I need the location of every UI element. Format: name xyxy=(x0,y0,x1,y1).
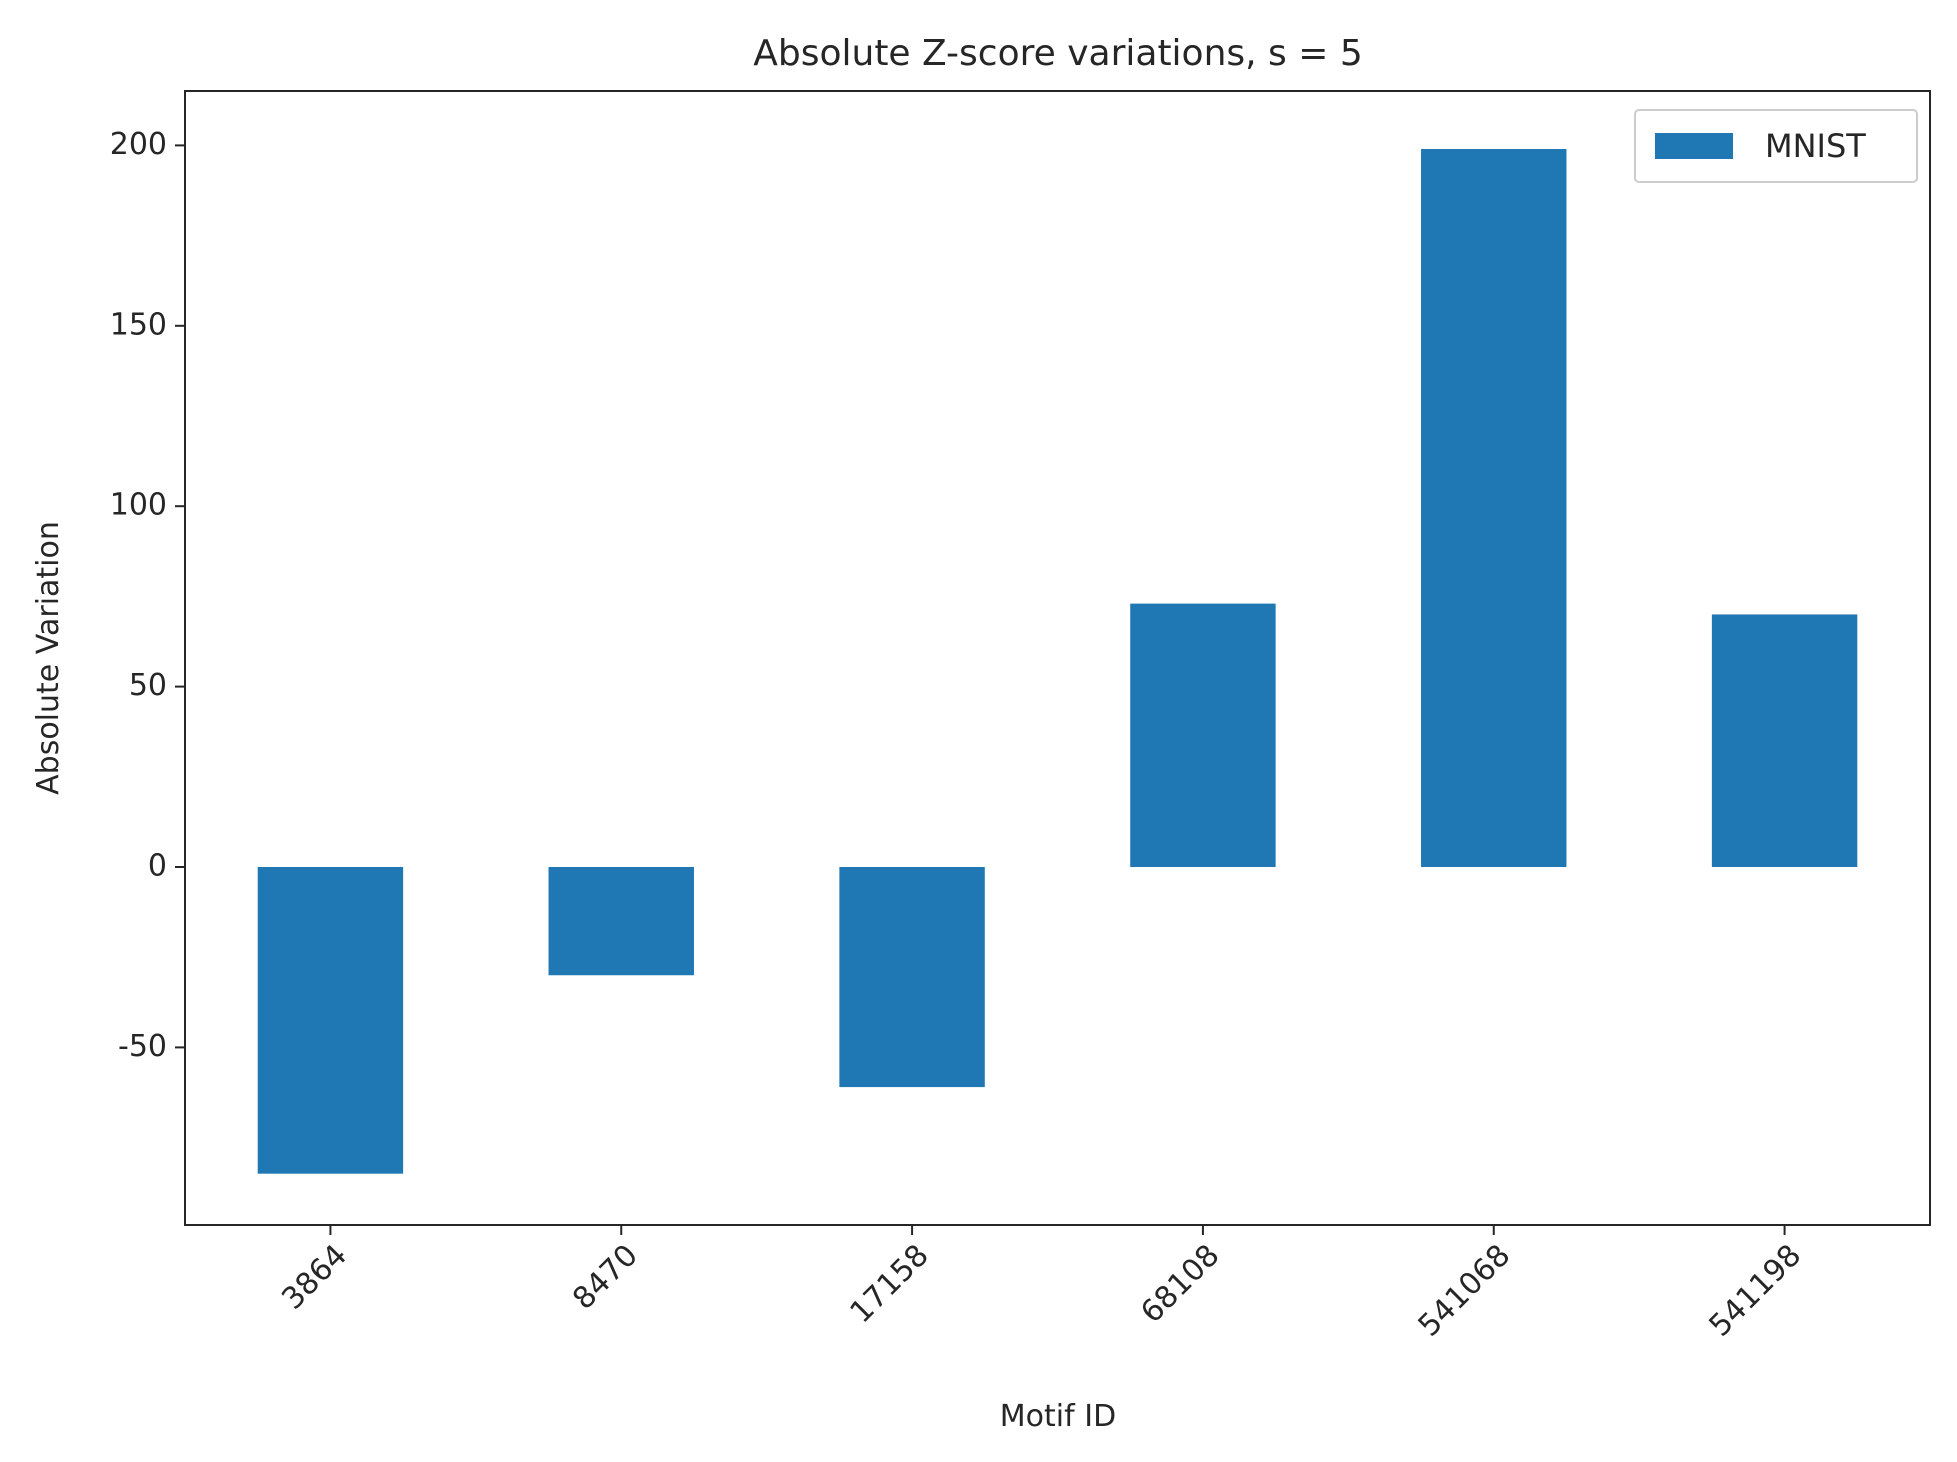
x-tick-label: 541068 xyxy=(1412,1238,1518,1344)
y-tick-label: 150 xyxy=(110,307,167,342)
bar-8470 xyxy=(548,867,694,976)
y-axis-ticks: -50 0 50 100 150 200 xyxy=(110,127,185,1064)
y-tick-label: 100 xyxy=(110,488,167,523)
x-tick-label: 3864 xyxy=(275,1238,354,1317)
bar-68108 xyxy=(1130,603,1276,867)
chart-title: Absolute Z-score variations, s = 5 xyxy=(753,33,1363,74)
y-tick-label: 200 xyxy=(110,127,167,162)
y-tick-label: -50 xyxy=(118,1029,167,1064)
bar-541198 xyxy=(1711,614,1858,867)
x-axis-label: Motif ID xyxy=(1000,1399,1116,1434)
bars-group xyxy=(257,149,1858,1174)
bar-3864 xyxy=(257,867,404,1174)
legend: MNIST xyxy=(1634,109,1918,183)
x-tick-label: 17158 xyxy=(844,1238,936,1330)
bar-541068 xyxy=(1421,149,1567,867)
x-tick-label: 8470 xyxy=(566,1238,645,1317)
plot-frame xyxy=(184,90,1931,1226)
x-tick-label: 68108 xyxy=(1134,1238,1226,1330)
x-tick-label: 541198 xyxy=(1703,1238,1809,1344)
bar-17158 xyxy=(839,867,985,1088)
plot-area: -50 0 50 100 150 200 3864 8470 17158 68108 541068… xyxy=(110,90,1931,1344)
x-axis-ticks: 3864 8470 17158 68108 541068 541198 xyxy=(275,1225,1808,1344)
legend-swatch-mnist xyxy=(1655,133,1733,159)
y-tick-label: 50 xyxy=(129,668,167,703)
y-tick-label: 0 xyxy=(148,849,167,884)
legend-label-mnist: MNIST xyxy=(1765,127,1866,165)
y-axis-label: Absolute Variation xyxy=(31,521,66,795)
legend-frame xyxy=(1634,109,1918,183)
